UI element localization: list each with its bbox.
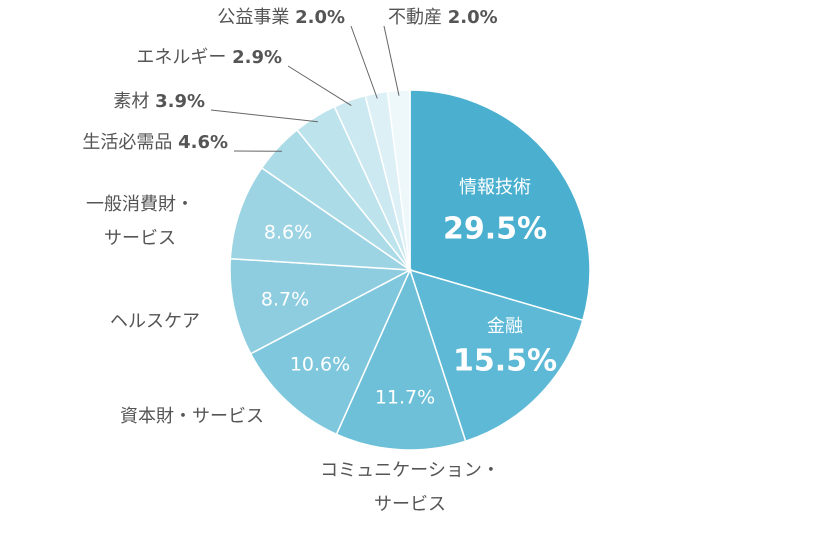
pie-slice: [409, 89, 591, 322]
value-label: 8.6%: [264, 222, 312, 244]
value-label: 2.9%: [232, 47, 282, 68]
leader-line: [210, 109, 318, 123]
category-label: 一般消費財・ サービス: [86, 194, 194, 249]
leader-line: [287, 65, 352, 106]
value-label: 10.6%: [290, 354, 350, 376]
value-label: 29.5%: [443, 212, 547, 247]
category-label: エネルギー: [136, 47, 226, 68]
pie-slice: [335, 267, 467, 451]
leader-line: [383, 25, 400, 96]
category-label: 公益事業: [217, 7, 289, 28]
pie-slice: [386, 89, 411, 271]
pie-slice: [249, 268, 412, 436]
leader-line: [350, 25, 378, 99]
pie-slice: [229, 166, 413, 271]
slice-label: 不動産 2.0%: [388, 7, 498, 28]
category-label: ヘルスケア: [110, 311, 200, 332]
value-label: 11.7%: [375, 387, 435, 409]
category-label: 生活必需品: [82, 132, 172, 153]
value-label: 2.0%: [295, 7, 345, 28]
slice-label: 公益事業 2.0%: [217, 7, 345, 28]
category-label: コミュニケーション・ サービス: [320, 460, 500, 515]
category-label: 素材: [113, 91, 149, 112]
value-label: 8.7%: [261, 289, 309, 311]
value-label: 3.9%: [155, 91, 205, 112]
slice-label: 素材 3.9%: [113, 91, 205, 112]
slice-label: エネルギー 2.9%: [136, 47, 282, 68]
pie-slice: [408, 268, 584, 443]
category-label: 情報技術: [459, 177, 531, 198]
value-label: 2.0%: [448, 7, 498, 28]
category-label: 不動産: [388, 7, 442, 28]
slice-label: 生活必需品 4.6%: [82, 132, 228, 153]
category-label: 資本財・サービス: [120, 406, 264, 427]
pie-slice: [229, 257, 413, 355]
category-label: 金融: [487, 316, 523, 337]
value-label: 4.6%: [178, 132, 228, 153]
value-label: 15.5%: [453, 344, 557, 379]
